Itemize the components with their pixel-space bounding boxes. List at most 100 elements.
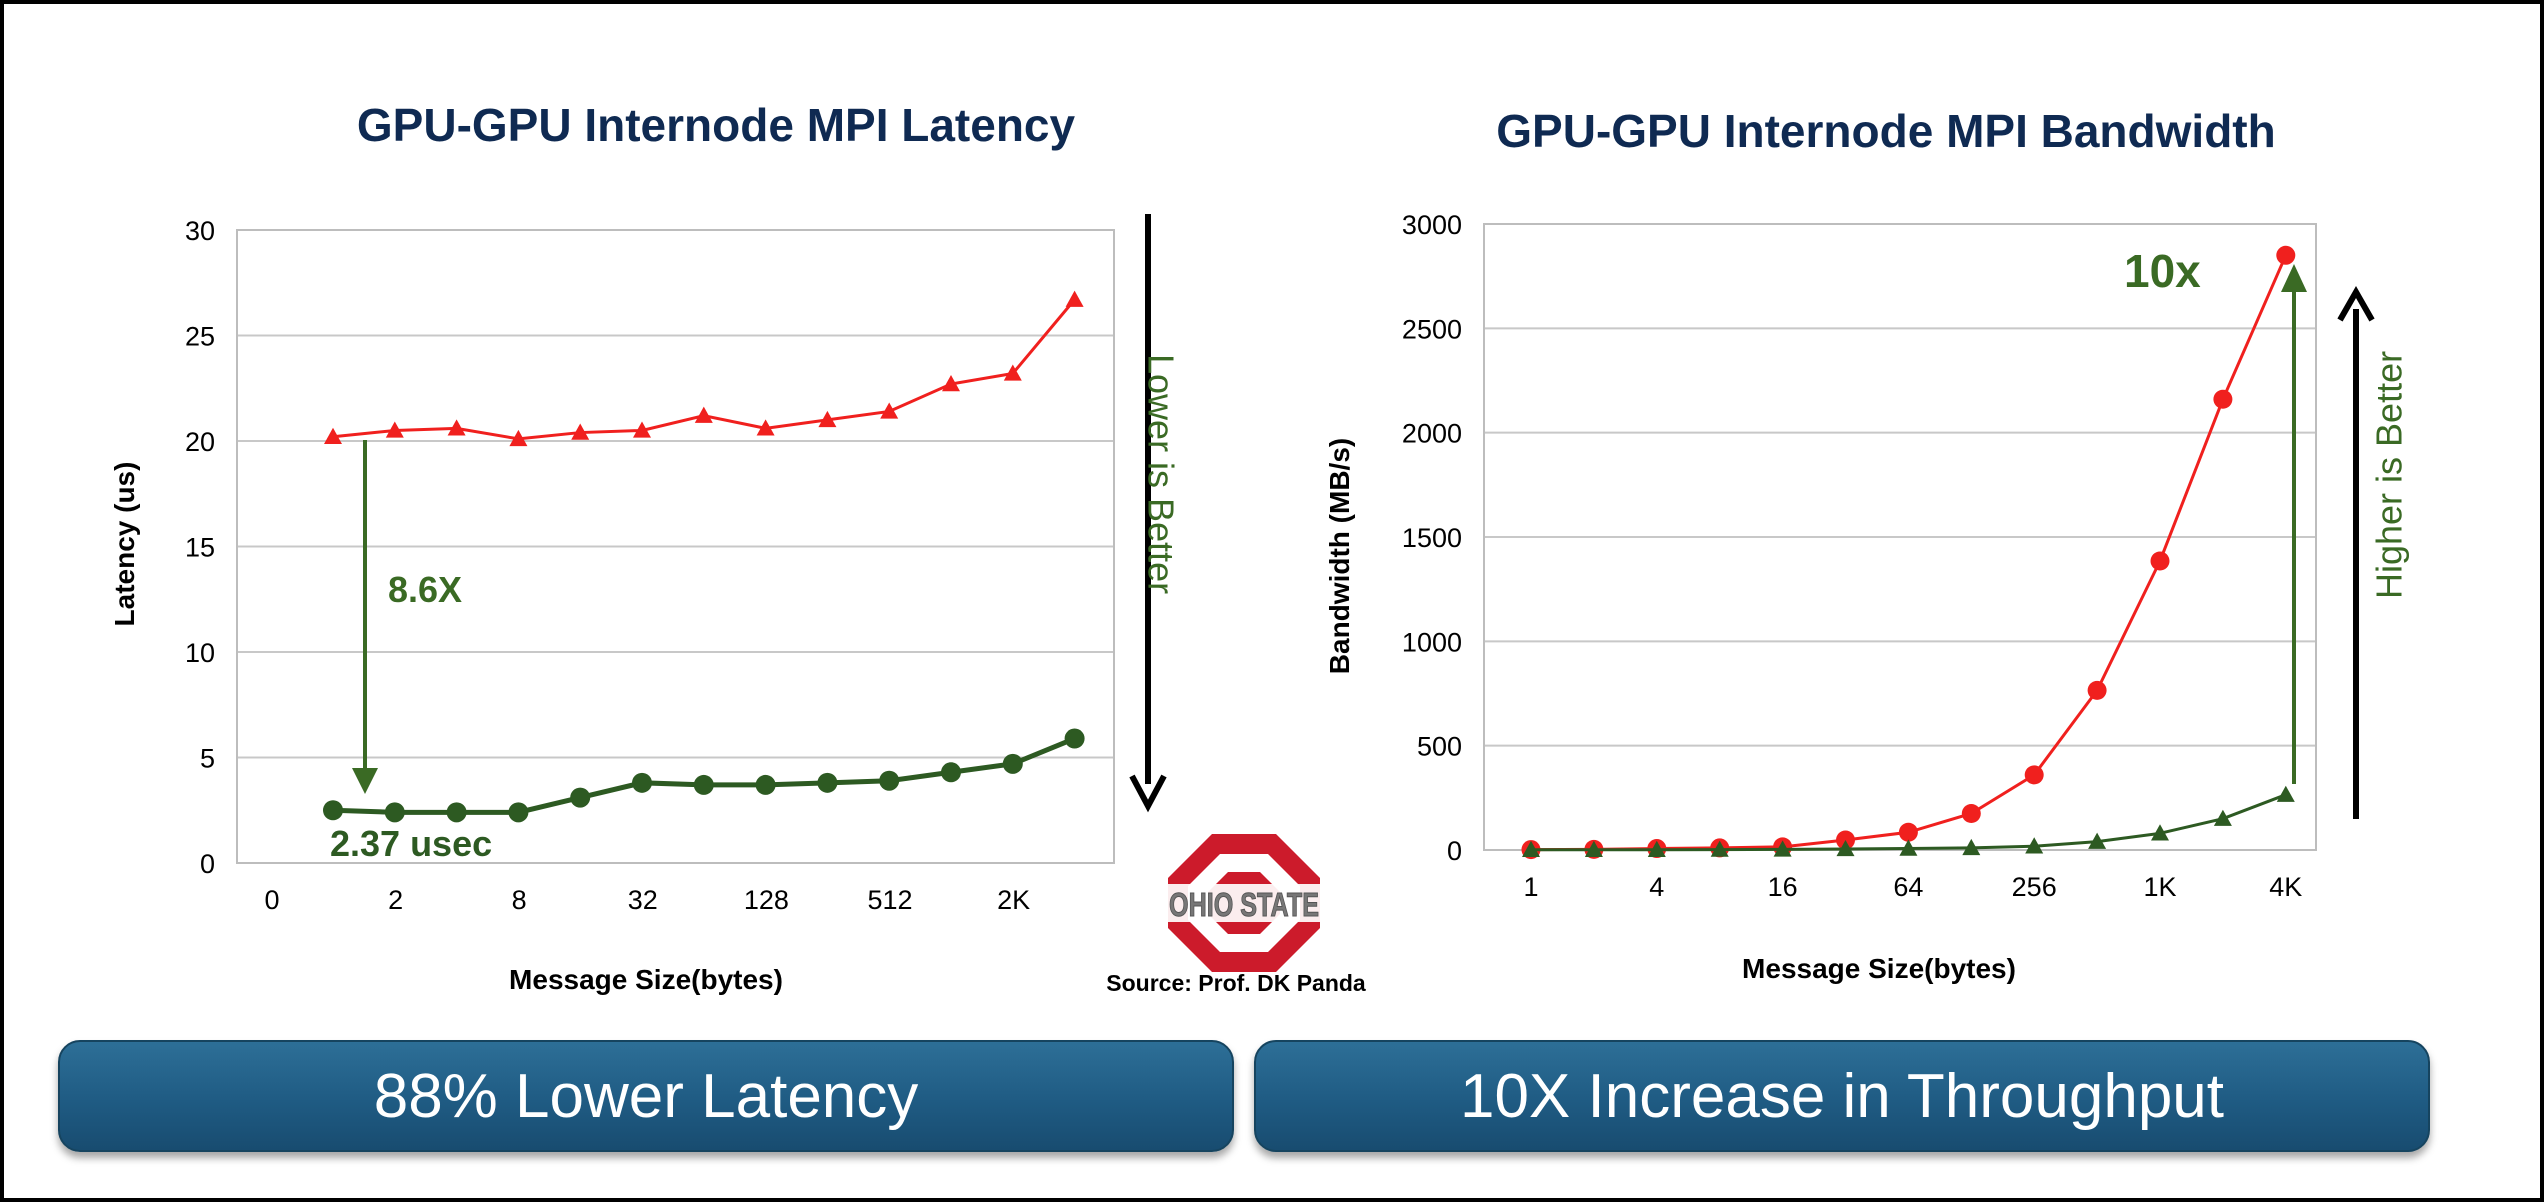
y-tick-label: 5 [200, 744, 215, 774]
data-point-before [1584, 840, 1603, 857]
data-point-before [1647, 840, 1666, 857]
data-point-before [2151, 824, 2169, 841]
data-point-after [508, 802, 529, 823]
x-tick-label: 16 [1768, 872, 1798, 902]
latency-plot-border [236, 229, 1115, 864]
bandwidth-y-tick-labels: 0 500 1000 1500 2000 2500 3000 [1402, 210, 1462, 866]
data-point-before [756, 419, 775, 436]
data-point-before [2213, 809, 2232, 826]
x-tick-label: 32 [628, 885, 658, 915]
data-point-before [1522, 840, 1540, 857]
y-tick-label: 1000 [1402, 627, 1462, 657]
data-point-after [2150, 551, 2170, 571]
data-point-before [1065, 290, 1084, 307]
source-note: Source: Prof. DK Panda [1106, 970, 1366, 996]
bandwidth-x-axis-label: Message Size(bytes) [1742, 953, 2016, 984]
y-tick-label: 0 [1447, 836, 1462, 866]
x-tick-label: 4 [1649, 872, 1664, 902]
data-point-after [323, 800, 343, 821]
data-point-before [818, 410, 837, 428]
latency-y-tick-labels: 0 5 10 15 20 25 30 [185, 216, 215, 879]
y-tick-label: 500 [1417, 732, 1462, 762]
y-tick-label: 1500 [1402, 523, 1462, 553]
data-point-after [632, 772, 652, 793]
data-point-after [384, 802, 405, 823]
x-tick-label: 0 [264, 885, 279, 915]
data-point-before [2088, 832, 2107, 849]
data-point-before [633, 421, 651, 438]
lower-is-better-arrowhead [1129, 774, 1167, 813]
bandwidth-chart-title: GPU-GPU Internode MPI Bandwidth [1496, 105, 2275, 157]
y-tick-label: 3000 [1402, 210, 1462, 240]
bandwidth-x-tick-labels: 1 4 16 64 256 1K 4K [1523, 872, 2302, 902]
data-point-after [941, 762, 961, 783]
data-point-before [2276, 785, 2295, 802]
latency-improvement-arrowhead [352, 768, 378, 794]
x-tick-label: 1 [1523, 872, 1538, 902]
data-point-after [2087, 680, 2107, 700]
data-point-before [1899, 839, 1918, 856]
data-point-before [447, 419, 466, 436]
data-point-before [694, 406, 713, 423]
latency-series-after [323, 728, 1085, 823]
latency-low-value-label: 2.37 usec [330, 823, 492, 864]
bandwidth-series-after [1521, 245, 2296, 860]
x-tick-label: 1K [2143, 872, 2176, 902]
ohio-state-logo-text: OHIO STATE [1169, 886, 1319, 923]
data-point-after [879, 770, 900, 791]
data-point-before [1710, 840, 1729, 857]
data-point-before [880, 402, 899, 419]
y-tick-label: 30 [185, 216, 215, 246]
y-tick-label: 2500 [1402, 314, 1462, 344]
data-point-after [446, 802, 467, 823]
data-point-before [1773, 840, 1792, 857]
latency-x-axis-label: Message Size(bytes) [509, 964, 783, 995]
bandwidth-improvement-arrowhead [2281, 264, 2307, 292]
series-line-after [1530, 254, 2288, 852]
x-tick-label: 64 [1893, 872, 1923, 902]
latency-chart: GPU-GPU Internode MPI Latency 0510152025… [109, 99, 1181, 995]
latency-improvement-label: 8.6X [388, 569, 462, 610]
data-point-before [942, 375, 960, 392]
x-tick-label: 512 [867, 885, 912, 915]
data-point-after [2213, 389, 2233, 409]
bandwidth-improvement-label: 10x [2124, 245, 2201, 297]
x-tick-label: 128 [744, 885, 789, 915]
data-point-before [509, 429, 528, 447]
latency-chart-title: GPU-GPU Internode MPI Latency [357, 99, 1076, 151]
y-tick-label: 2000 [1402, 419, 1462, 449]
ohio-state-logo: OHIO STATE [1166, 834, 1322, 972]
x-tick-label: 256 [2012, 872, 2057, 902]
y-tick-label: 20 [185, 427, 215, 457]
x-tick-label: 4K [2269, 872, 2302, 902]
y-tick-label: 10 [185, 638, 215, 668]
data-point-after [1002, 753, 1023, 774]
x-tick-label: 2 [388, 885, 403, 915]
lower-is-better-label: Lower is Better [1140, 354, 1181, 594]
data-point-after [1961, 803, 1981, 823]
bandwidth-series-before [1522, 785, 2295, 857]
y-tick-label: 0 [200, 849, 215, 879]
bandwidth-y-axis-label: Bandwidth (MB/s) [1324, 438, 1355, 674]
y-tick-label: 25 [185, 322, 215, 352]
data-point-before [1836, 839, 1855, 857]
higher-is-better-arrowhead [2337, 285, 2375, 322]
data-point-before [1003, 364, 1022, 381]
data-point-after [570, 787, 591, 808]
latency-y-axis-label: Latency (us) [109, 462, 140, 627]
throughput-banner: 10X Increase in Throughput [1254, 1040, 2430, 1152]
data-point-after [2024, 765, 2044, 785]
latency-x-tick-labels: 0 2 8 32 128 512 2K [264, 885, 1030, 915]
data-point-after [755, 774, 776, 795]
data-point-after [817, 772, 838, 793]
latency-banner: 88% Lower Latency [58, 1040, 1234, 1152]
latency-series-before [324, 290, 1084, 447]
x-tick-label: 8 [512, 885, 527, 915]
data-point-after [693, 774, 714, 795]
y-tick-label: 15 [185, 533, 215, 563]
data-point-before [385, 421, 404, 438]
x-tick-label: 2K [997, 885, 1030, 915]
data-point-after [1898, 822, 1918, 842]
data-point-after [2276, 245, 2296, 265]
